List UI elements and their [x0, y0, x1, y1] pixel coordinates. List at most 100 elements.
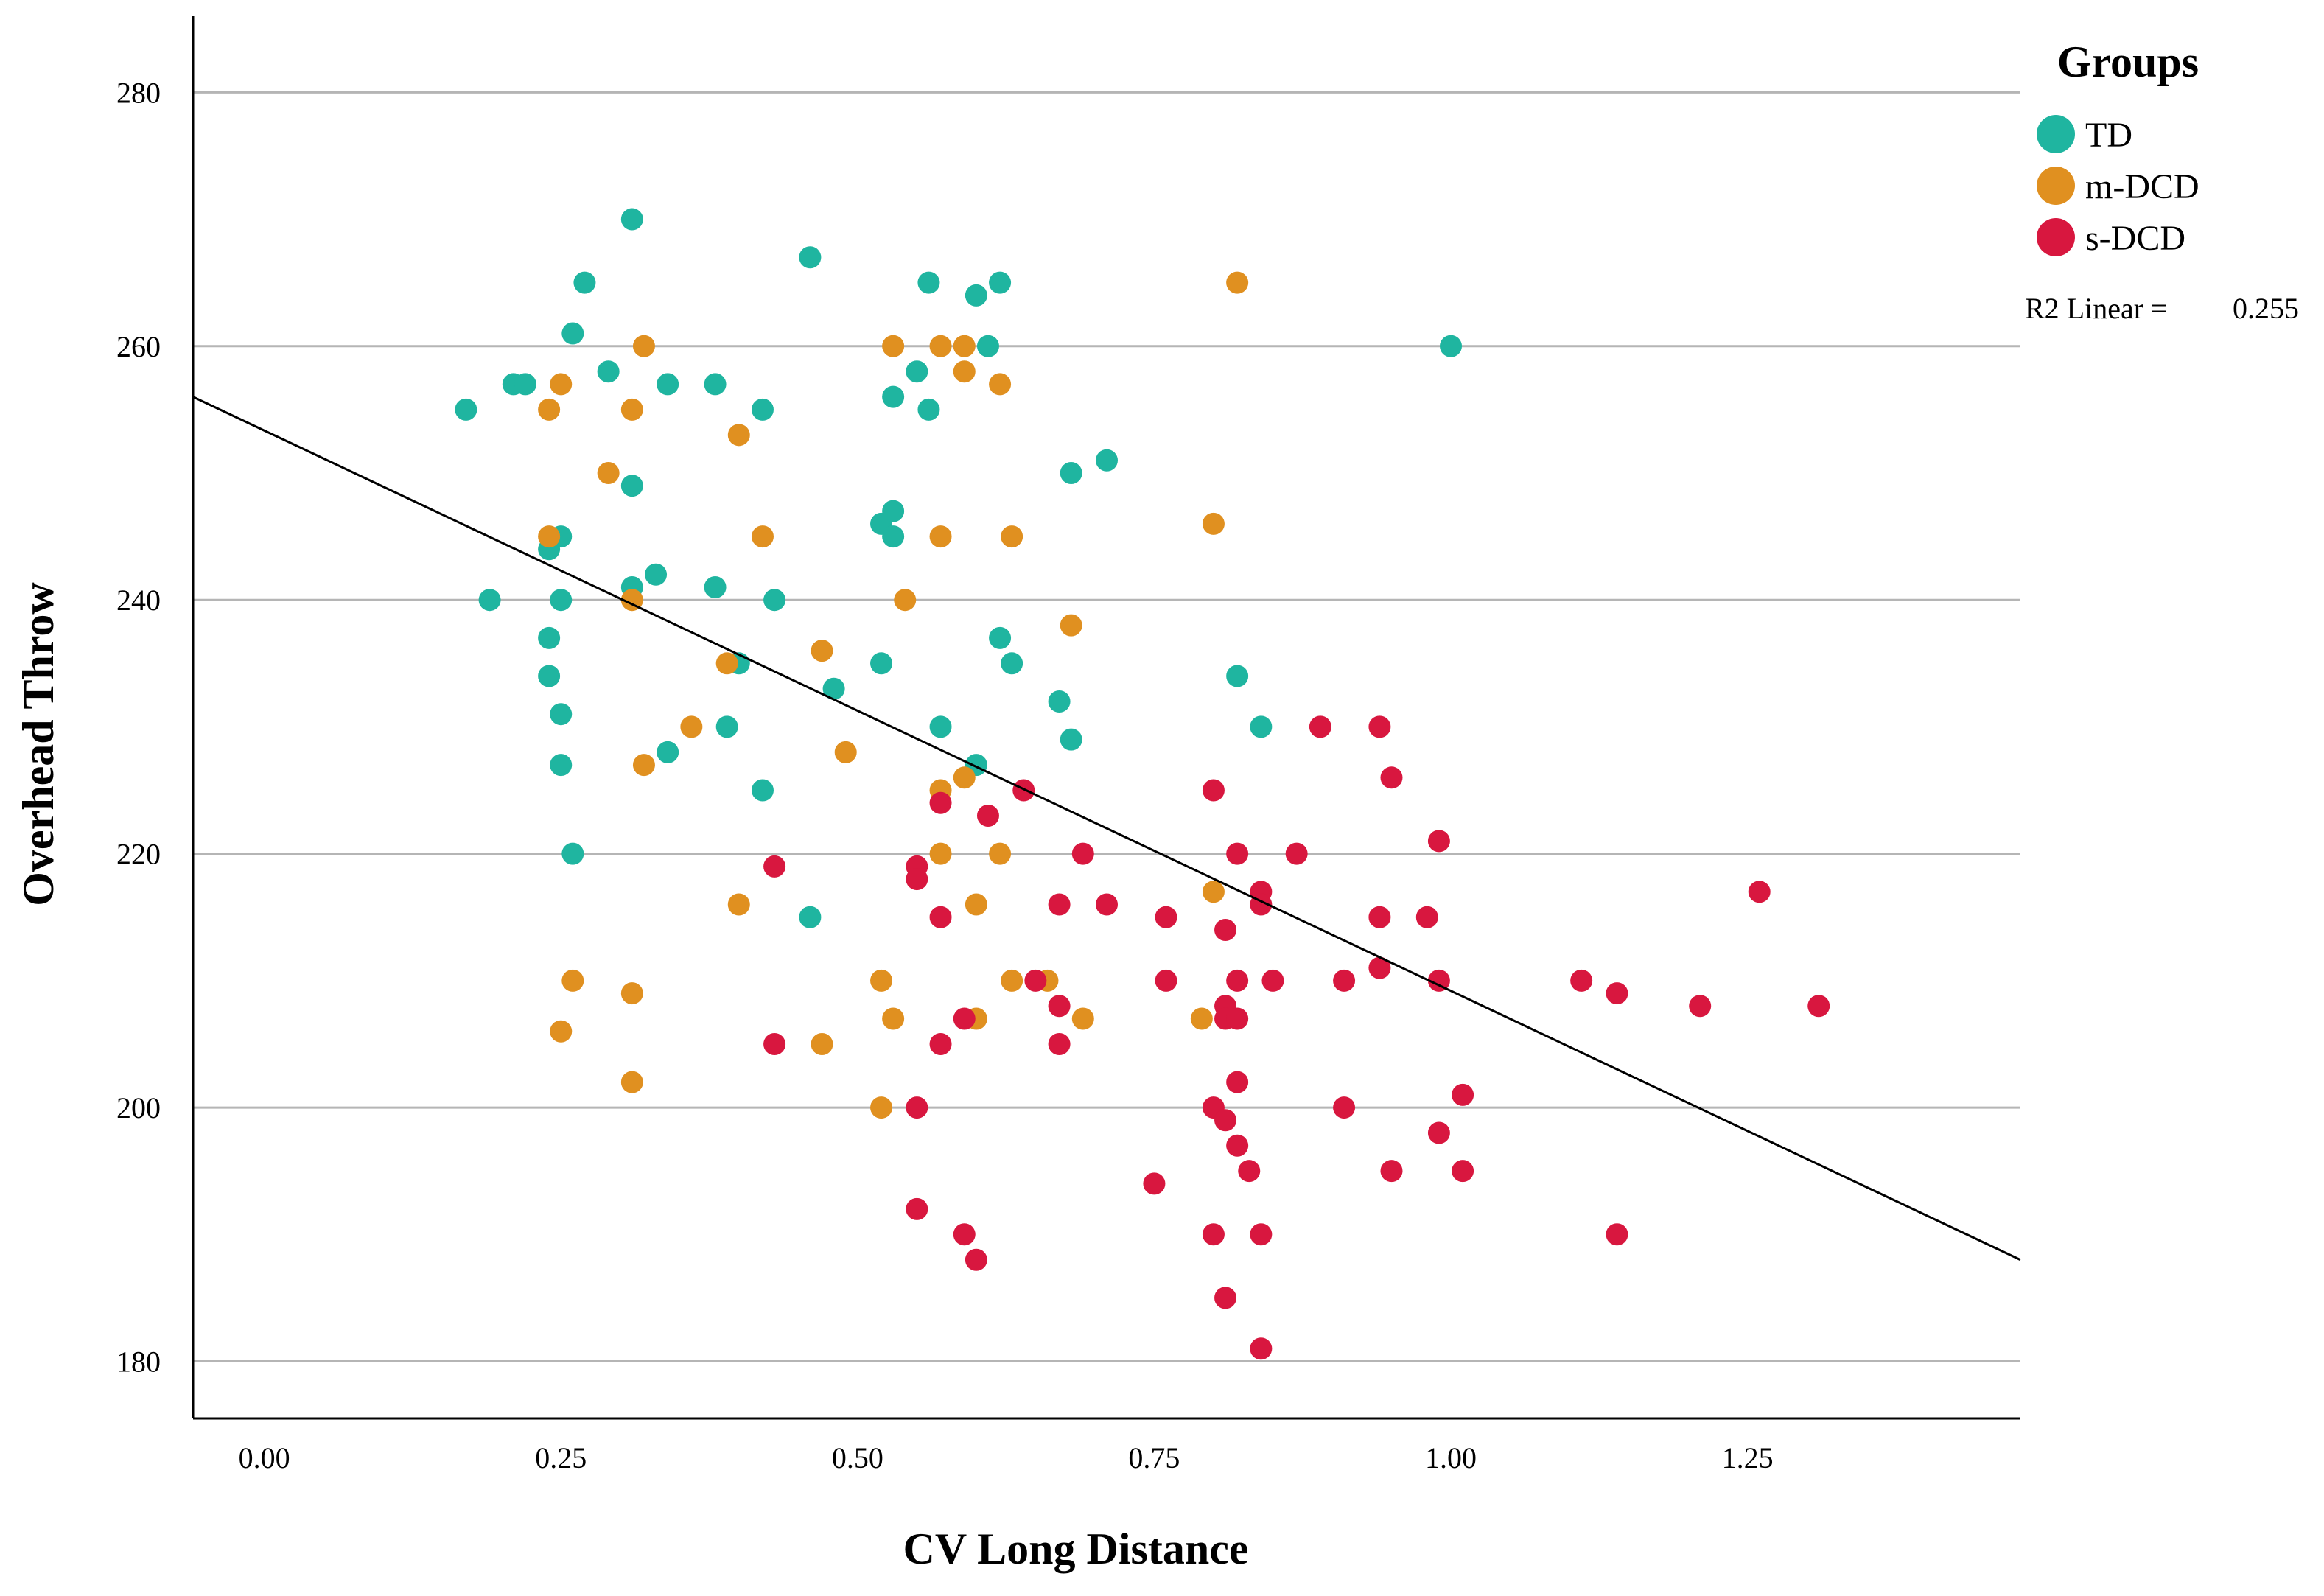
point-TD-35 — [538, 665, 561, 687]
point-m-DCD-24 — [632, 754, 655, 777]
point-TD-41 — [550, 703, 573, 726]
y-tick-labels: 180 200 220 240 260 280 — [116, 76, 161, 1378]
point-s-DCD-13 — [906, 868, 928, 891]
x-axis-title: CV Long Distance — [903, 1525, 1249, 1573]
point-s-DCD-51 — [1238, 1160, 1261, 1183]
point-TD-51 — [561, 842, 584, 865]
point-m-DCD-36 — [620, 982, 643, 1005]
point-s-DCD-7 — [1427, 830, 1450, 853]
point-m-DCD-37 — [882, 1007, 905, 1030]
point-m-DCD-17 — [620, 589, 643, 612]
point-m-DCD-42 — [811, 1032, 833, 1055]
point-TD-6 — [561, 322, 584, 345]
point-TD-31 — [550, 589, 573, 612]
point-s-DCD-1 — [1368, 715, 1391, 738]
point-TD-8 — [1440, 335, 1463, 357]
point-m-DCD-28 — [989, 842, 1012, 865]
point-TD-11 — [657, 373, 679, 396]
point-m-DCD-8 — [538, 398, 561, 421]
point-m-DCD-41 — [550, 1020, 573, 1043]
point-s-DCD-36 — [1807, 995, 1830, 1018]
point-m-DCD-3 — [929, 335, 952, 357]
point-m-DCD-20 — [811, 640, 833, 662]
point-s-DCD-42 — [1048, 1032, 1071, 1055]
point-m-DCD-29 — [1202, 881, 1225, 903]
point-s-DCD-19 — [929, 906, 952, 928]
point-s-DCD-12 — [1285, 842, 1308, 865]
axes — [192, 16, 2020, 1420]
point-TD-33 — [538, 626, 561, 649]
point-TD-21 — [1096, 449, 1118, 472]
point-TD-2 — [573, 271, 596, 294]
point-s-DCD-0 — [1309, 715, 1331, 738]
point-s-DCD-28 — [1261, 969, 1284, 992]
point-m-DCD-25 — [953, 766, 976, 789]
point-s-DCD-47 — [1333, 1096, 1356, 1119]
point-m-DCD-22 — [680, 715, 703, 738]
point-TD-13 — [597, 360, 620, 383]
point-s-DCD-35 — [1689, 995, 1712, 1018]
point-TD-17 — [917, 398, 940, 421]
legend-label-m-DCD: m-DCD — [2085, 167, 2199, 206]
y-tick-label-220: 220 — [116, 838, 161, 871]
legend-label-s-DCD: s-DCD — [2085, 219, 2185, 258]
point-TD-43 — [715, 715, 738, 738]
point-s-DCD-25 — [1024, 969, 1047, 992]
x-tick-label-1.25: 1.25 — [1722, 1441, 1774, 1474]
point-m-DCD-1 — [632, 335, 655, 357]
point-s-DCD-53 — [1452, 1160, 1474, 1183]
point-s-DCD-57 — [1202, 1223, 1225, 1246]
point-TD-29 — [704, 575, 727, 598]
point-s-DCD-5 — [929, 791, 952, 814]
point-s-DCD-39 — [1226, 1007, 1249, 1030]
point-TD-14 — [906, 360, 928, 383]
x-tick-labels: 0.00 0.25 0.50 0.75 1.00 1.25 — [239, 1441, 1774, 1474]
point-m-DCD-7 — [550, 373, 573, 396]
point-m-DCD-13 — [538, 525, 561, 548]
y-tick-label-240: 240 — [116, 584, 161, 617]
point-s-DCD-56 — [953, 1223, 976, 1246]
point-m-DCD-10 — [727, 424, 750, 447]
series-s-DCD — [763, 715, 1830, 1360]
point-s-DCD-33 — [1048, 995, 1071, 1018]
point-s-DCD-50 — [1226, 1134, 1249, 1157]
point-s-DCD-4 — [1202, 779, 1225, 802]
point-s-DCD-31 — [1570, 969, 1593, 992]
point-TD-40 — [822, 677, 845, 700]
point-TD-38 — [1001, 652, 1023, 675]
point-TD-23 — [882, 500, 905, 522]
point-TD-0 — [620, 208, 643, 231]
point-s-DCD-32 — [1606, 982, 1628, 1005]
point-s-DCD-20 — [1155, 906, 1177, 928]
point-m-DCD-9 — [620, 398, 643, 421]
point-m-DCD-32 — [561, 969, 584, 992]
point-m-DCD-31 — [965, 893, 987, 916]
point-s-DCD-17 — [1096, 893, 1118, 916]
r2-label: R2 Linear = — [2025, 292, 2168, 325]
point-s-DCD-37 — [953, 1007, 976, 1030]
point-s-DCD-41 — [929, 1032, 952, 1055]
point-TD-39 — [1226, 665, 1249, 687]
point-s-DCD-30 — [1427, 969, 1450, 992]
point-s-DCD-58 — [1250, 1223, 1273, 1246]
point-TD-30 — [478, 589, 501, 612]
legend-title: Groups — [2057, 38, 2199, 86]
point-s-DCD-10 — [1071, 842, 1094, 865]
point-TD-48 — [550, 754, 573, 777]
point-TD-46 — [1060, 728, 1082, 751]
point-TD-44 — [929, 715, 952, 738]
point-m-DCD-2 — [882, 335, 905, 357]
point-s-DCD-29 — [1333, 969, 1356, 992]
y-tick-label-180: 180 — [116, 1345, 161, 1379]
point-TD-1 — [799, 246, 822, 269]
y-axis-title: Overhead Throw — [14, 582, 63, 906]
point-TD-15 — [455, 398, 477, 421]
point-m-DCD-11 — [597, 461, 620, 484]
point-TD-32 — [763, 589, 786, 612]
fit-line-group — [192, 396, 2021, 1261]
r2-value: 0.255 — [2233, 292, 2299, 325]
point-s-DCD-62 — [1250, 1337, 1273, 1360]
point-s-DCD-8 — [763, 855, 786, 878]
point-s-DCD-48 — [1214, 1109, 1237, 1132]
point-m-DCD-19 — [1060, 614, 1082, 637]
